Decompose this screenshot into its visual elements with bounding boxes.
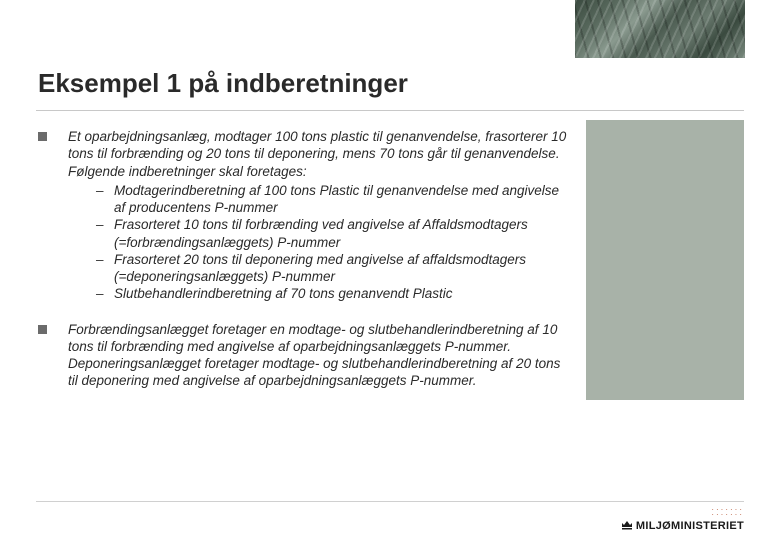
footer-divider — [36, 501, 744, 502]
square-bullet-icon — [38, 325, 47, 334]
crown-icon — [621, 519, 633, 530]
bullet-text: Forbrændingsanlægget foretager en modtag… — [68, 321, 568, 390]
square-bullet-icon — [38, 132, 47, 141]
content-area: Et oparbejdningsanlæg, modtager 100 tons… — [38, 128, 568, 408]
page-title: Eksempel 1 på indberetninger — [38, 68, 408, 99]
slide: Eksempel 1 på indberetninger Et oparbejd… — [0, 0, 780, 540]
side-panel — [586, 120, 744, 400]
bullet-text: Et oparbejdningsanlæg, modtager 100 tons… — [68, 128, 568, 180]
sub-item: Slutbehandlerindberetning af 70 tons gen… — [96, 285, 568, 302]
sub-item: Modtagerindberetning af 100 tons Plastic… — [96, 182, 568, 217]
logo-dots-icon: ·············· — [711, 508, 744, 518]
bullet-item: Forbrændingsanlægget foretager en modtag… — [38, 321, 568, 390]
bullet-item: Et oparbejdningsanlæg, modtager 100 tons… — [38, 128, 568, 303]
sub-item: Frasorteret 20 tons til deponering med a… — [96, 251, 568, 286]
logo-text: MILJØMINISTERIET — [621, 519, 744, 532]
header-image-grass — [575, 0, 745, 58]
ministry-name: MILJØMINISTERIET — [636, 520, 744, 532]
sub-list: Modtagerindberetning af 100 tons Plastic… — [68, 182, 568, 303]
footer-logo: ·············· MILJØMINISTERIET — [621, 508, 744, 532]
sub-item: Frasorteret 10 tons til forbrænding ved … — [96, 216, 568, 251]
title-divider — [36, 110, 744, 111]
